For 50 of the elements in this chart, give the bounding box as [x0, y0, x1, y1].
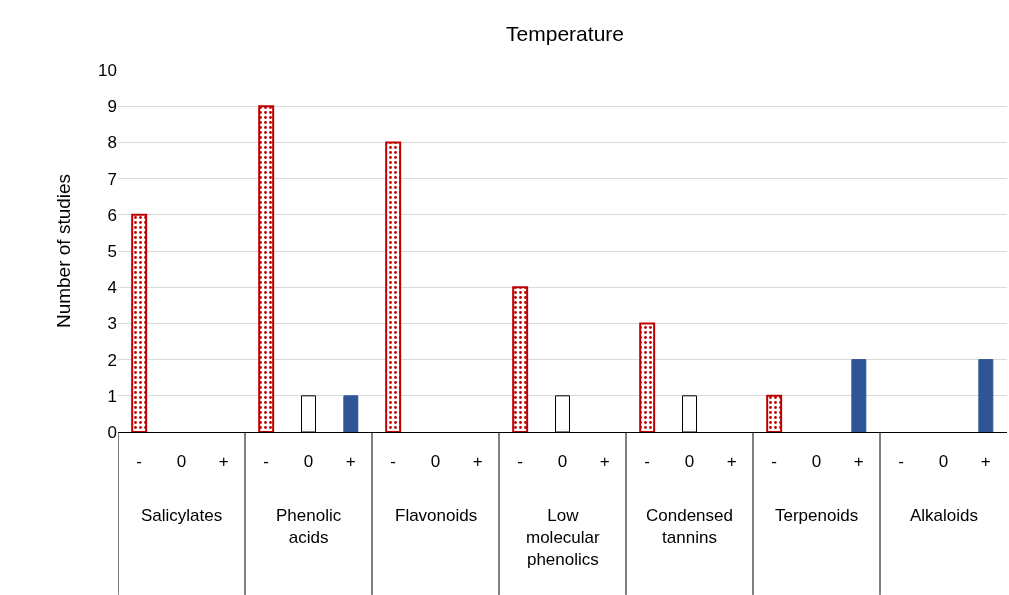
x-tick-label: Flavonoids [395, 506, 478, 525]
x-tick-label: Terpenoids [775, 506, 859, 525]
y-axis-title: Number of studies [52, 173, 74, 329]
text: - [263, 452, 270, 472]
bar [131, 213, 148, 432]
x-tick-label: Alkaloids [910, 506, 979, 525]
text: - [390, 452, 397, 472]
series-label: + [345, 452, 356, 472]
text: - [517, 452, 524, 472]
text: + [726, 452, 737, 472]
x-tick-label: Condensed tannins [646, 506, 733, 548]
y-tick-label: 8 [107, 133, 117, 153]
y-tick-label: 9 [107, 97, 117, 117]
bar [258, 105, 275, 432]
y-tick-label: 7 [107, 169, 117, 189]
text: 0 [430, 452, 441, 472]
text: + [218, 452, 229, 472]
bar [978, 359, 994, 432]
series-label: 0 [303, 452, 314, 472]
text: - [771, 452, 778, 472]
y-tick-label: 6 [107, 205, 117, 225]
y-tick-label: 0 [107, 422, 117, 442]
text: + [599, 452, 610, 472]
y-tick-label: 10 [98, 60, 117, 80]
text: + [472, 452, 483, 472]
text: + [980, 452, 991, 472]
bar [851, 359, 867, 432]
y-tick-label: 5 [107, 241, 117, 261]
text: 0 [176, 452, 187, 472]
y-tick-label: 3 [107, 314, 117, 334]
bar [512, 286, 529, 432]
x-tick-label: Salicylates [141, 506, 223, 525]
series-label: - [136, 452, 143, 472]
text: 0 [684, 452, 695, 472]
bar [343, 395, 359, 432]
text: - [644, 452, 651, 472]
y-tick-label: 4 [107, 278, 117, 298]
text: 0 [811, 452, 822, 472]
text: 0 [557, 452, 568, 472]
x-tick-label: Phenolic acids [276, 506, 342, 548]
y-tick-label: 1 [107, 386, 117, 406]
y-tick-label: 2 [107, 350, 117, 370]
bar [385, 141, 402, 432]
chart-title: Temperature [506, 22, 624, 46]
text: - [898, 452, 905, 472]
x-tick-label: Low molecular phenolics [526, 506, 601, 570]
text: + [853, 452, 864, 472]
text: 0 [938, 452, 949, 472]
bar [639, 322, 656, 432]
bar [766, 394, 783, 432]
